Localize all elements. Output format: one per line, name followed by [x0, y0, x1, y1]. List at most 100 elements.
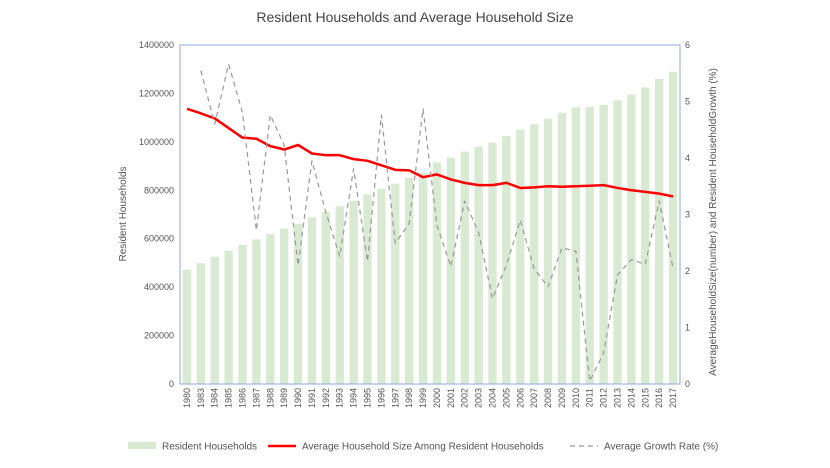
bar: [405, 177, 414, 384]
right-tick-label: 5: [685, 97, 690, 107]
bar: [196, 263, 205, 384]
bar: [280, 228, 289, 384]
left-axis-title: Resident Households: [118, 166, 129, 261]
x-tick-label: 1999: [418, 388, 428, 408]
bar: [238, 245, 247, 384]
bar: [460, 151, 469, 384]
x-tick-label: 2006: [515, 388, 525, 408]
bar: [224, 250, 233, 384]
bar: [391, 183, 400, 384]
bar: [641, 87, 650, 384]
bar: [599, 104, 608, 384]
x-tick-label: 1998: [404, 388, 414, 408]
legend-swatch: [128, 442, 156, 449]
x-tick-label: 2009: [557, 388, 567, 408]
x-tick-label: 1992: [321, 388, 331, 408]
x-tick-label: 1980: [182, 388, 192, 408]
x-tick-label: 1994: [349, 388, 359, 408]
left-axis-ticks: 0 200000 400000 600000 800000 1000000 1200000 1…: [139, 40, 174, 389]
x-tick-label: 2003: [474, 388, 484, 408]
x-tick-label: 1990: [293, 388, 303, 408]
left-tick-label: 1400000: [139, 40, 174, 50]
x-tick-label: 1983: [196, 388, 206, 408]
bar: [252, 239, 261, 384]
x-tick-label: 2007: [529, 388, 539, 408]
x-tick-label: 2013: [613, 388, 623, 408]
x-tick-label: 2004: [488, 388, 498, 408]
bar: [543, 118, 553, 385]
x-tick-label: 2002: [460, 388, 470, 408]
left-tick-label: 0: [169, 379, 174, 389]
bar: [432, 162, 442, 384]
bar: [293, 223, 303, 384]
bar: [321, 211, 330, 384]
legend-label: Average Growth Rate (%): [604, 442, 718, 453]
bar: [516, 129, 525, 384]
right-tick-label: 6: [685, 40, 690, 50]
x-tick-label: 2011: [585, 388, 595, 407]
bar: [530, 124, 539, 384]
x-tick-label: 2012: [599, 388, 609, 408]
bar: [627, 94, 636, 384]
bar: [613, 100, 622, 385]
lines-layer: [186, 63, 674, 382]
x-tick-label: 1987: [251, 388, 261, 408]
bar: [266, 233, 275, 384]
x-tick-label: 1997: [390, 388, 400, 408]
bar: [446, 157, 455, 384]
left-tick-label: 200000: [144, 331, 174, 341]
bar: [363, 194, 372, 384]
right-axis-ticks: 0 1 2 3 4 5 6: [685, 40, 690, 389]
right-tick-label: 0: [685, 379, 690, 389]
right-tick-label: 1: [685, 323, 690, 333]
x-tick-label: 1988: [265, 388, 275, 408]
x-tick-label: 2001: [446, 388, 456, 408]
bar: [335, 206, 344, 384]
left-tick-label: 1000000: [139, 137, 174, 147]
bars-layer: [182, 71, 678, 385]
bar: [488, 142, 497, 384]
x-tick-label: 1985: [224, 388, 234, 408]
x-tick-label: 2005: [501, 388, 511, 408]
left-tick-label: 400000: [144, 282, 174, 292]
left-tick-label: 800000: [144, 185, 174, 195]
right-tick-label: 4: [685, 153, 690, 163]
x-tick-label: 1986: [238, 388, 248, 408]
bar: [655, 78, 664, 385]
x-tick-label: 1995: [363, 388, 373, 408]
chart-title: Resident Households and Average Househol…: [256, 9, 574, 25]
bar: [349, 200, 358, 384]
bar: [585, 106, 594, 384]
bar: [474, 146, 483, 384]
bar: [557, 112, 567, 385]
x-tick-label: 1996: [376, 388, 386, 408]
household-size-line: [186, 107, 674, 198]
x-tick-label: 2016: [654, 388, 664, 408]
x-tick-label: 2017: [668, 388, 678, 408]
x-tick-label: 2010: [571, 388, 581, 408]
left-tick-label: 1200000: [139, 88, 174, 98]
right-axis-title: AverageHouseholdSize(number) and Residen…: [708, 68, 719, 376]
right-tick-label: 3: [685, 210, 690, 220]
bar: [502, 136, 511, 384]
plot-area-border: [179, 44, 681, 385]
bar: [307, 217, 317, 384]
x-axis-ticks: 1980 1983 1984 1985 1986 1987 1988 1989 1990 1991…: [182, 388, 678, 408]
x-tick-label: 1991: [307, 388, 317, 408]
left-tick-label: 600000: [144, 234, 174, 244]
right-tick-label: 2: [685, 266, 690, 276]
bar: [418, 172, 428, 384]
x-tick-label: 2014: [626, 388, 636, 408]
legend-label: Resident Households: [162, 442, 257, 453]
growth-rate-line: [200, 63, 674, 382]
bar: [668, 71, 678, 384]
x-tick-label: 2008: [543, 388, 553, 408]
x-tick-label: 1993: [335, 388, 345, 408]
legend-label: Average Household Size Among Resident Ho…: [302, 442, 544, 453]
bar: [210, 256, 219, 384]
bar: [182, 269, 192, 384]
x-tick-label: 1984: [210, 388, 220, 408]
bar: [377, 188, 386, 384]
x-tick-label: 2000: [432, 388, 442, 408]
